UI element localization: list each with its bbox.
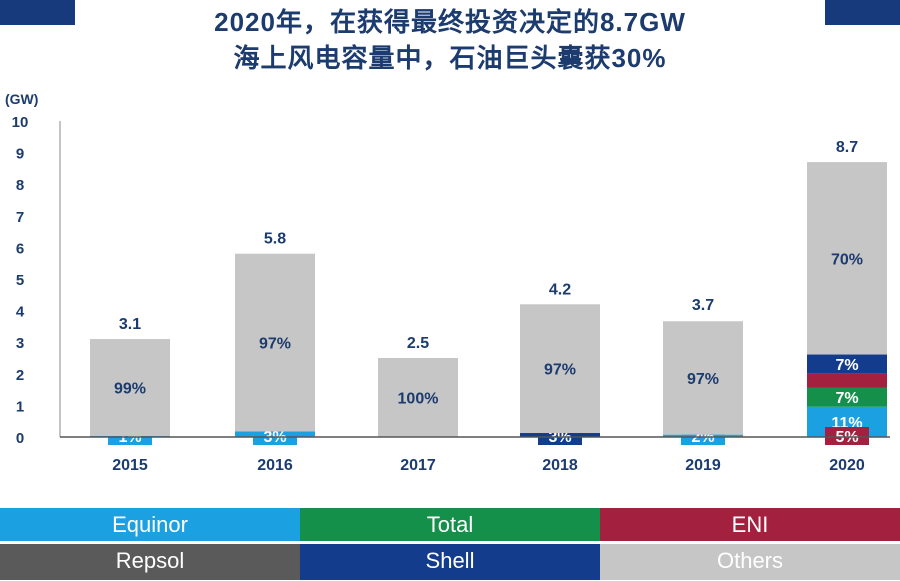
- chart-title-line2: 海上风电容量中，石油巨头囊获30%: [233, 43, 667, 73]
- bar-segment-others: [807, 162, 887, 355]
- total-label: 3.7: [692, 297, 714, 314]
- legend-item-equinor: Equinor: [0, 508, 300, 541]
- data-label: 99%: [114, 381, 146, 398]
- y-tick-label: 7: [16, 209, 24, 226]
- y-tick-label: 9: [16, 146, 24, 163]
- legend-item-shell: Shell: [300, 544, 600, 580]
- total-label: 5.8: [264, 231, 286, 248]
- y-axis-label: (GW): [5, 91, 38, 107]
- y-tick-label: 8: [16, 177, 24, 194]
- decor-bar-right: [825, 0, 900, 25]
- legend: Equinor Total ENI Repsol Shell Others: [0, 508, 900, 580]
- legend-item-others: Others: [600, 544, 900, 580]
- data-label: 7%: [835, 390, 858, 407]
- decor-bar-left: [0, 0, 75, 25]
- y-tick-label: 4: [16, 304, 25, 321]
- x-tick-label: 2020: [829, 457, 865, 474]
- bar-segment-others: [520, 304, 600, 434]
- legend-item-total: Total: [300, 508, 600, 541]
- legend-item-repsol: Repsol: [0, 544, 300, 580]
- data-label: 70%: [831, 251, 863, 268]
- x-tick-label: 2015: [112, 457, 148, 474]
- legend-item-eni: ENI: [600, 508, 900, 541]
- bar-segment-eni: [807, 373, 887, 388]
- bar-segment-others: [90, 339, 170, 437]
- data-label: 100%: [398, 391, 439, 408]
- y-tick-label: 10: [12, 114, 29, 131]
- y-tick-label: 0: [16, 430, 24, 447]
- data-label: 97%: [259, 336, 291, 353]
- y-tick-label: 5: [16, 272, 24, 289]
- bar-segment-total: [807, 387, 887, 407]
- bar-segment-shell: [807, 354, 887, 374]
- stacked-bar-chart: (GW)0123456789101%99%3.120153%97%5.82016…: [5, 91, 890, 474]
- total-label: 8.7: [836, 139, 858, 156]
- y-tick-label: 6: [16, 240, 24, 257]
- total-label: 4.2: [549, 281, 571, 298]
- y-tick-label: 3: [16, 335, 24, 352]
- data-label: 97%: [687, 371, 719, 388]
- x-tick-label: 2016: [257, 457, 293, 474]
- data-label-box: [825, 427, 869, 445]
- y-tick-label: 2: [16, 367, 24, 384]
- y-tick-label: 1: [16, 398, 24, 415]
- data-label: 97%: [544, 362, 576, 379]
- x-tick-label: 2018: [542, 457, 578, 474]
- data-label: 7%: [835, 357, 858, 374]
- bar-segment-others: [378, 358, 458, 437]
- bar-segment-others: [235, 253, 315, 432]
- total-label: 3.1: [119, 316, 141, 333]
- x-tick-label: 2017: [400, 457, 436, 474]
- chart-title-line1: 2020年，在获得最终投资决定的8.7GW: [214, 7, 686, 37]
- bar-segment-others: [663, 321, 743, 435]
- x-tick-label: 2019: [685, 457, 721, 474]
- total-label: 2.5: [407, 335, 429, 352]
